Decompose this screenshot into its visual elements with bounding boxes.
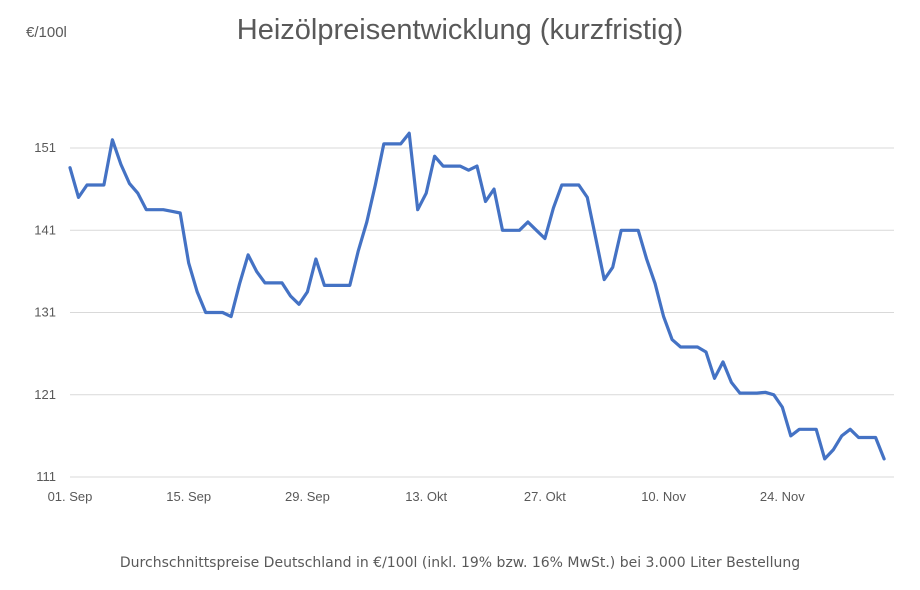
- y-tick-label: 111: [36, 469, 56, 484]
- x-tick-label: 15. Sep: [166, 489, 211, 504]
- x-tick-label: 10. Nov: [641, 489, 686, 504]
- y-tick-label: 131: [34, 305, 56, 320]
- x-tick-label: 27. Okt: [524, 489, 566, 504]
- chart-footnote: Durchschnittspreise Deutschland in €/100…: [119, 555, 801, 571]
- x-tick-label: 29. Sep: [285, 489, 330, 504]
- x-axis-ticks: 01. Sep 15. Sep 29. Sep 13. Okt 27. Okt 10. N…: [48, 489, 806, 504]
- chart-title: Heizölpreisentwicklung (kurzfristig): [236, 14, 684, 46]
- y-tick-label: 151: [34, 140, 56, 155]
- price-series-line: [68, 131, 886, 461]
- y-tick-label: 141: [34, 222, 56, 237]
- y-axis-ticks: 111 121 131 141 151: [34, 140, 56, 484]
- x-tick-label: 01. Sep: [48, 489, 93, 504]
- y-axis-unit-label: €/100l: [26, 24, 67, 41]
- gridlines: [70, 147, 894, 478]
- x-tick-label: 13. Okt: [405, 489, 447, 504]
- x-tick-label: 24. Nov: [760, 489, 805, 504]
- y-tick-label: 121: [34, 387, 56, 402]
- series-line: [68, 131, 886, 461]
